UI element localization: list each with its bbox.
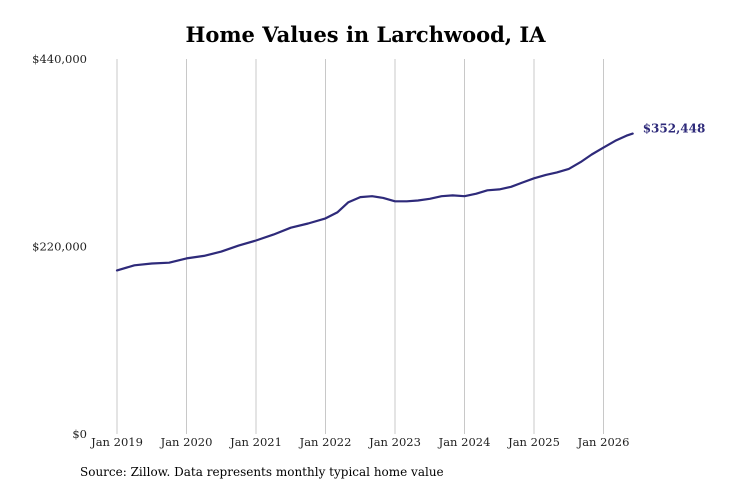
x-tick-label: Jan 2025 — [507, 435, 560, 449]
x-tick-label: Jan 2026 — [577, 435, 630, 449]
y-tick-label: $220,000 — [32, 240, 87, 254]
x-axis-ticks: Jan 2019 Jan 2020 Jan 2021 Jan 2022 Jan 2023… — [90, 435, 629, 449]
gridlines — [116, 59, 604, 434]
source-note: Source: Zillow. Data represents monthly … — [80, 465, 444, 479]
x-tick-label: Jan 2023 — [368, 435, 421, 449]
y-tick-label: $0 — [72, 427, 87, 441]
y-tick-label: $440,000 — [32, 52, 87, 66]
x-tick-label: Jan 2022 — [299, 435, 352, 449]
x-tick-label: Jan 2019 — [90, 435, 143, 449]
chart-title: Home Values in Larchwood, IA — [185, 22, 546, 47]
series-line — [115, 132, 634, 272]
x-tick-label: Jan 2021 — [229, 435, 282, 449]
x-tick-label: Jan 2020 — [160, 435, 213, 449]
y-axis-ticks: $0 $220,000 $440,000 — [32, 52, 87, 441]
end-value-label: $352,448 — [643, 122, 706, 136]
x-tick-label: Jan 2024 — [438, 435, 491, 449]
